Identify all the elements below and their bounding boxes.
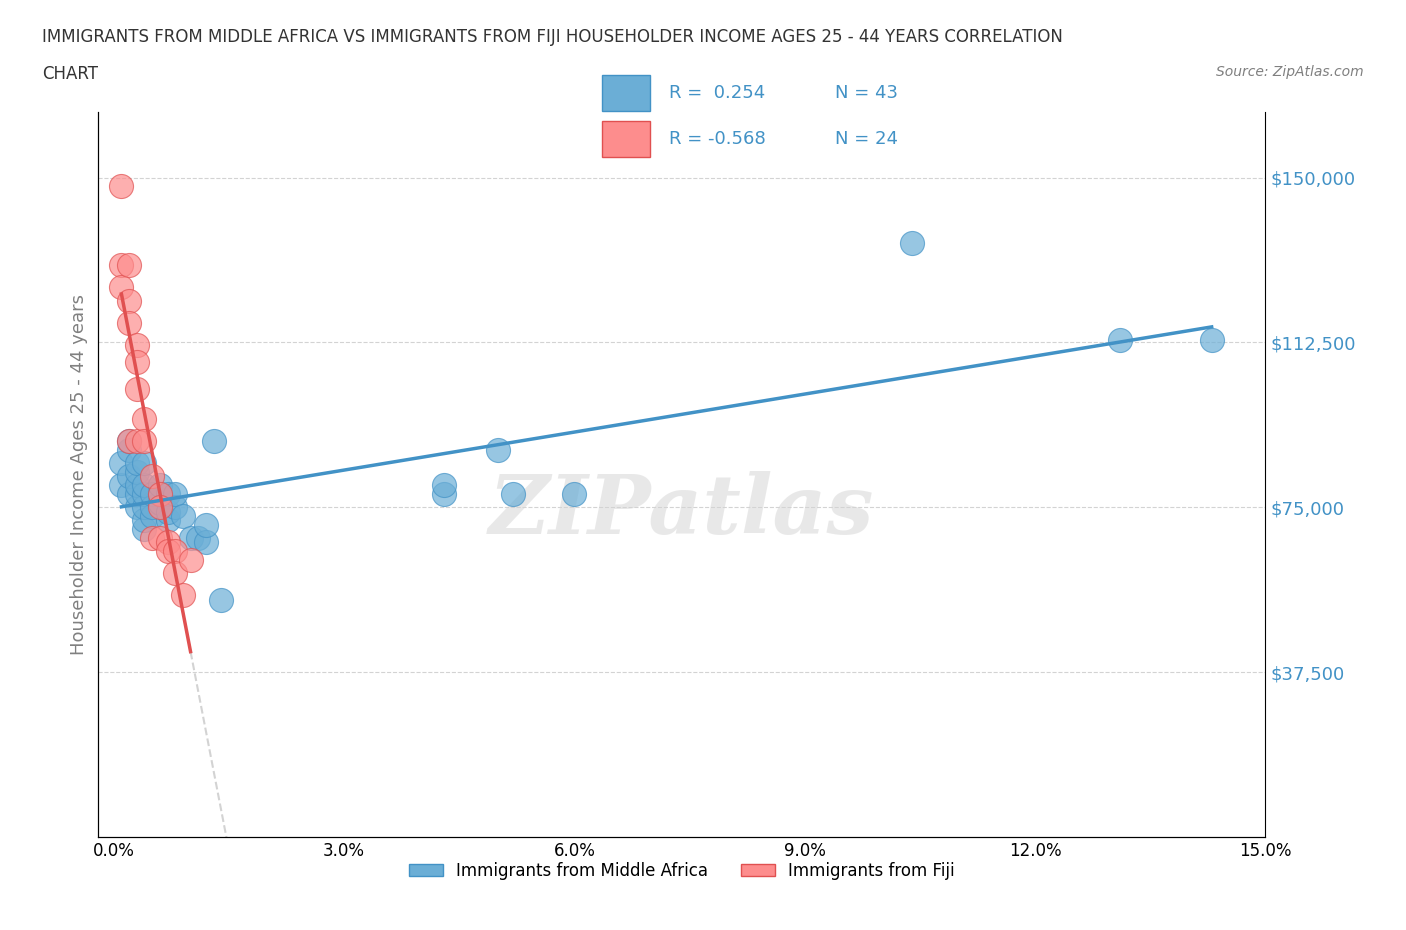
Point bbox=[149, 486, 172, 501]
FancyBboxPatch shape bbox=[602, 75, 650, 112]
Point bbox=[118, 434, 141, 449]
Point bbox=[156, 513, 179, 528]
Point bbox=[180, 531, 202, 546]
Point bbox=[125, 381, 148, 396]
Point bbox=[156, 486, 179, 501]
Point bbox=[141, 469, 163, 484]
Point bbox=[149, 499, 172, 514]
Point bbox=[125, 354, 148, 369]
Text: ZIPatlas: ZIPatlas bbox=[489, 471, 875, 551]
FancyBboxPatch shape bbox=[602, 122, 650, 157]
Point bbox=[125, 434, 148, 449]
Text: IMMIGRANTS FROM MIDDLE AFRICA VS IMMIGRANTS FROM FIJI HOUSEHOLDER INCOME AGES 25: IMMIGRANTS FROM MIDDLE AFRICA VS IMMIGRA… bbox=[42, 28, 1063, 46]
Point bbox=[141, 509, 163, 524]
Point bbox=[118, 486, 141, 501]
Point bbox=[110, 456, 132, 471]
Point bbox=[180, 552, 202, 567]
Point bbox=[1201, 333, 1223, 348]
Point bbox=[118, 258, 141, 272]
Point bbox=[149, 496, 172, 511]
Point bbox=[165, 486, 187, 501]
Text: R = -0.568: R = -0.568 bbox=[669, 130, 766, 148]
Point bbox=[194, 517, 217, 532]
Y-axis label: Householder Income Ages 25 - 44 years: Householder Income Ages 25 - 44 years bbox=[70, 294, 89, 655]
Point bbox=[134, 478, 156, 493]
Point bbox=[165, 499, 187, 514]
Point bbox=[156, 544, 179, 559]
Point bbox=[564, 486, 586, 501]
Point bbox=[149, 486, 172, 501]
Point bbox=[156, 535, 179, 550]
Point bbox=[134, 434, 156, 449]
Point bbox=[141, 531, 163, 546]
Point bbox=[110, 280, 132, 295]
Point bbox=[134, 513, 156, 528]
Text: Source: ZipAtlas.com: Source: ZipAtlas.com bbox=[1216, 65, 1364, 79]
Point bbox=[165, 544, 187, 559]
Point bbox=[1108, 333, 1130, 348]
Point bbox=[172, 509, 194, 524]
Text: R =  0.254: R = 0.254 bbox=[669, 84, 765, 101]
Point bbox=[118, 434, 141, 449]
Point bbox=[187, 531, 209, 546]
Point bbox=[134, 522, 156, 537]
Point bbox=[134, 486, 156, 501]
Point bbox=[202, 434, 225, 449]
Point bbox=[172, 588, 194, 603]
Text: N = 43: N = 43 bbox=[835, 84, 897, 101]
Point bbox=[433, 478, 456, 493]
Point bbox=[209, 592, 232, 607]
Point bbox=[486, 443, 509, 458]
Text: CHART: CHART bbox=[42, 65, 98, 83]
Point bbox=[118, 469, 141, 484]
Point bbox=[110, 179, 132, 193]
Point bbox=[149, 478, 172, 493]
Point bbox=[125, 338, 148, 352]
Point bbox=[134, 456, 156, 471]
Text: N = 24: N = 24 bbox=[835, 130, 897, 148]
Point bbox=[141, 486, 163, 501]
Point bbox=[165, 565, 187, 580]
Point bbox=[134, 499, 156, 514]
Point bbox=[194, 535, 217, 550]
Point bbox=[901, 236, 924, 251]
Legend: Immigrants from Middle Africa, Immigrants from Fiji: Immigrants from Middle Africa, Immigrant… bbox=[402, 856, 962, 886]
Point bbox=[125, 486, 148, 501]
Point bbox=[125, 465, 148, 480]
Point bbox=[110, 478, 132, 493]
Point bbox=[134, 412, 156, 427]
Point bbox=[110, 258, 132, 272]
Point bbox=[118, 315, 141, 330]
Point bbox=[141, 499, 163, 514]
Point bbox=[125, 456, 148, 471]
Point bbox=[118, 443, 141, 458]
Point bbox=[149, 531, 172, 546]
Point bbox=[433, 486, 456, 501]
Point bbox=[502, 486, 524, 501]
Point bbox=[156, 504, 179, 519]
Point bbox=[125, 478, 148, 493]
Point bbox=[118, 293, 141, 308]
Point bbox=[125, 499, 148, 514]
